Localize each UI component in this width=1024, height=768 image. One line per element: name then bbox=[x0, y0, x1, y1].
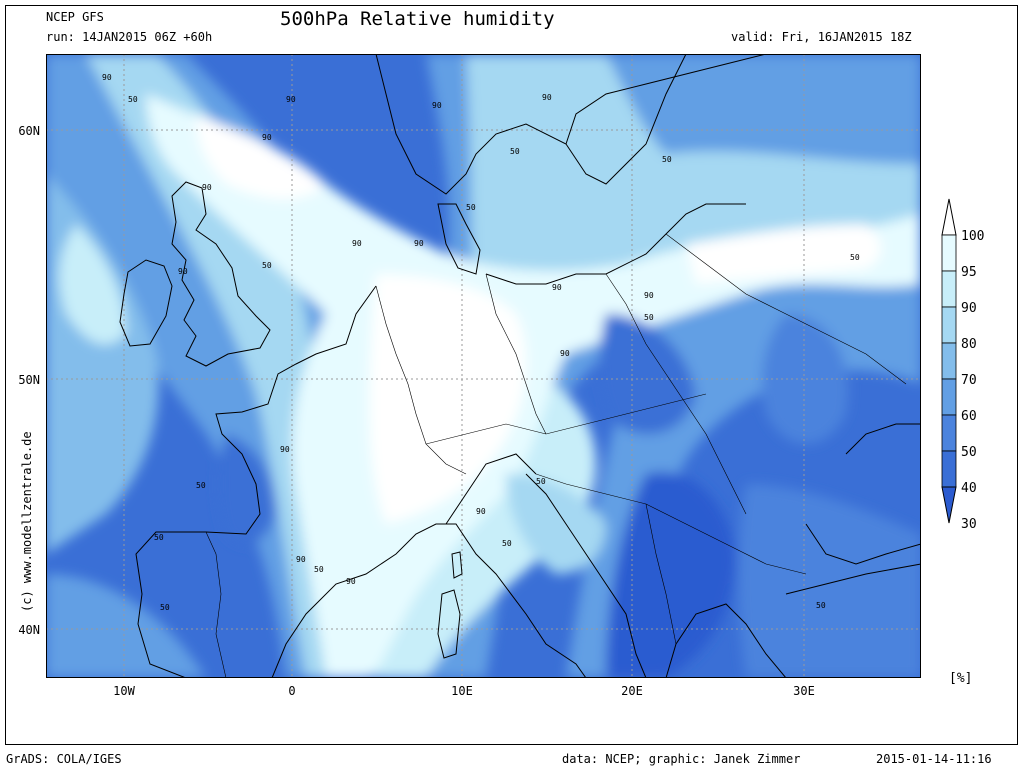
contour-label-90: 90 bbox=[346, 577, 356, 586]
colorbar-label: 90 bbox=[961, 301, 977, 316]
lon-label-30e: 30E bbox=[793, 684, 815, 698]
colorbar-swatch bbox=[941, 414, 957, 452]
colorbar-label: 80 bbox=[961, 337, 977, 352]
run-info: run: 14JAN2015 06Z +60h bbox=[46, 30, 213, 44]
colorbar: 100 95 90 80 70 60 50 40 30 bbox=[941, 198, 984, 532]
contour-label-90: 90 bbox=[432, 101, 442, 110]
colorbar-swatch bbox=[941, 450, 957, 488]
lon-label-10e: 10E bbox=[451, 684, 473, 698]
contour-label-50: 50 bbox=[662, 155, 672, 164]
plot-frame bbox=[5, 5, 1018, 745]
contour-label-50: 50 bbox=[644, 313, 654, 322]
contour-label-50: 50 bbox=[160, 603, 170, 612]
contour-label-90: 90 bbox=[178, 267, 188, 276]
valid-time: valid: Fri, 16JAN2015 18Z bbox=[731, 30, 912, 44]
contour-label-50: 50 bbox=[128, 95, 138, 104]
contour-label-50: 50 bbox=[314, 565, 324, 574]
colorbar-swatch bbox=[941, 270, 957, 308]
map-title: 500hPa Relative humidity bbox=[280, 8, 555, 30]
contour-label-90: 90 bbox=[414, 239, 424, 248]
map-border bbox=[46, 54, 921, 678]
contour-label-90: 90 bbox=[296, 555, 306, 564]
contour-label-90: 90 bbox=[552, 283, 562, 292]
humidity-map: 90 50 90 90 90 90 50 50 90 50 90 90 90 5… bbox=[46, 54, 921, 678]
colorbar-label: 100 bbox=[961, 229, 984, 244]
lat-label-60n: 60N bbox=[18, 124, 40, 138]
contour-label-50: 50 bbox=[510, 147, 520, 156]
contour-label-50: 50 bbox=[196, 481, 206, 490]
colorbar-label: 40 bbox=[961, 481, 977, 496]
contour-label-90: 90 bbox=[280, 445, 290, 454]
colorbar-swatch bbox=[941, 306, 957, 344]
colorbar-label: 30 bbox=[961, 517, 977, 532]
colorbar-bottom-arrow bbox=[941, 486, 957, 524]
contour-label-50: 50 bbox=[850, 253, 860, 262]
colorbar-label: 60 bbox=[961, 409, 977, 424]
contour-label-50: 50 bbox=[262, 261, 272, 270]
lat-label-50n: 50N bbox=[18, 373, 40, 387]
contour-label-50: 50 bbox=[466, 203, 476, 212]
lon-label-20e: 20E bbox=[621, 684, 643, 698]
contour-label-50: 50 bbox=[502, 539, 512, 548]
model-name: NCEP GFS bbox=[46, 10, 104, 24]
contour-label-90: 90 bbox=[476, 507, 486, 516]
footer-grads: GrADS: COLA/IGES bbox=[6, 752, 122, 766]
contour-label-50: 50 bbox=[536, 477, 546, 486]
colorbar-swatch bbox=[941, 378, 957, 416]
colorbar-unit: [%] bbox=[949, 671, 973, 686]
contour-label-90: 90 bbox=[262, 133, 272, 142]
contour-label-90: 90 bbox=[286, 95, 296, 104]
colorbar-swatch bbox=[941, 342, 957, 380]
contour-labels: 90 50 90 90 90 90 50 50 90 50 90 90 90 5… bbox=[102, 73, 860, 612]
contour-label-50: 50 bbox=[154, 533, 164, 542]
country-borders bbox=[205, 233, 907, 678]
humidity-field bbox=[46, 54, 921, 678]
lat-label-40n: 40N bbox=[18, 623, 40, 637]
lon-label-0: 0 bbox=[288, 684, 296, 698]
footer-data-credit: data: NCEP; graphic: Janek Zimmer bbox=[562, 752, 801, 766]
contour-label-90: 90 bbox=[202, 183, 212, 192]
contour-label-50: 50 bbox=[816, 601, 826, 610]
colorbar-label: 70 bbox=[961, 373, 977, 388]
contour-label-90: 90 bbox=[560, 349, 570, 358]
lon-label-10w: 10W bbox=[113, 684, 135, 698]
site-credit: (c) www.modellzentrale.de bbox=[20, 431, 34, 612]
contour-label-90: 90 bbox=[644, 291, 654, 300]
contour-label-90: 90 bbox=[352, 239, 362, 248]
colorbar-top-arrow bbox=[941, 198, 957, 236]
contour-label-90: 90 bbox=[542, 93, 552, 102]
colorbar-swatch bbox=[941, 234, 957, 272]
colorbar-label: 95 bbox=[961, 265, 977, 280]
contour-label-90: 90 bbox=[102, 73, 112, 82]
footer-timestamp: 2015-01-14-11:16 bbox=[876, 752, 992, 766]
colorbar-label: 50 bbox=[961, 445, 977, 460]
